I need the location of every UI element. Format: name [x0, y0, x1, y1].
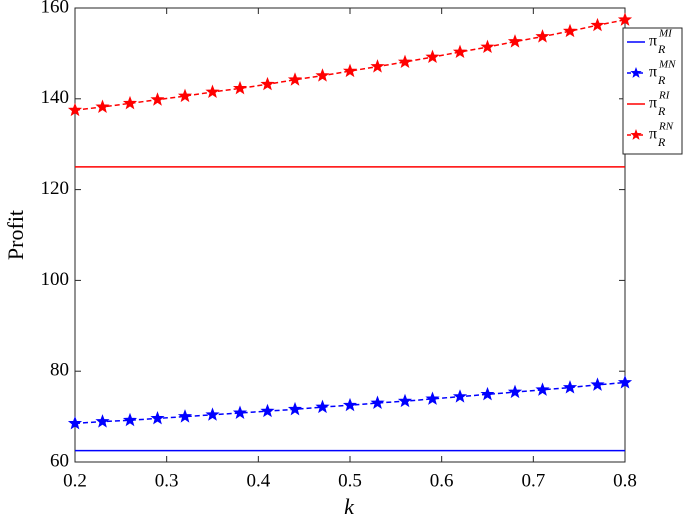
star-marker: [177, 409, 193, 423]
x-tick-label: 0.8: [613, 470, 637, 491]
star-marker: [122, 95, 138, 110]
star-marker: [617, 375, 633, 389]
x-tick-label: 0.2: [63, 470, 87, 491]
x-tick-label: 0.3: [155, 470, 179, 491]
star-marker: [370, 59, 385, 73]
star-marker: [562, 23, 578, 38]
legend-subscript: R: [657, 104, 666, 118]
star-marker: [232, 80, 248, 95]
y-tick-label: 80: [50, 360, 69, 381]
star-marker: [397, 54, 413, 69]
star-marker: [232, 405, 248, 419]
star-marker: [425, 391, 440, 405]
y-tick-label: 120: [41, 178, 70, 199]
star-marker: [287, 401, 303, 416]
legend-superscript: RN: [658, 121, 674, 133]
legend-superscript: MN: [658, 59, 676, 71]
star-marker: [342, 397, 358, 412]
star-marker: [562, 380, 578, 394]
star-marker: [507, 384, 523, 399]
x-tick-label: 0.4: [246, 470, 270, 491]
star-marker: [315, 399, 330, 414]
star-marker: [315, 68, 330, 82]
x-axis-label: k: [344, 494, 355, 519]
star-marker: [425, 49, 440, 64]
star-marker: [205, 407, 220, 421]
star-marker: [507, 34, 523, 48]
star-marker: [95, 414, 110, 428]
star-marker: [122, 412, 138, 427]
legend-label: π: [649, 126, 657, 143]
star-marker: [480, 39, 495, 54]
star-marker: [67, 415, 83, 430]
legend-box: [622, 27, 683, 155]
legend-superscript: MI: [658, 28, 673, 40]
star-marker: [205, 84, 220, 98]
plot-frame: [74, 7, 626, 463]
star-marker: [452, 389, 468, 403]
legend-subscript: R: [657, 42, 666, 56]
y-tick-label: 160: [41, 0, 70, 17]
star-marker: [342, 63, 358, 78]
star-marker: [260, 403, 275, 418]
x-tick-label: 0.7: [521, 470, 545, 491]
y-tick-label: 60: [50, 450, 69, 471]
legend-label: π: [649, 33, 657, 50]
star-marker: [617, 12, 633, 26]
star-marker: [397, 393, 413, 408]
star-marker: [177, 88, 193, 103]
star-marker: [67, 102, 83, 117]
star-marker: [535, 382, 550, 396]
x-tick-label: 0.6: [430, 470, 454, 491]
star-marker: [370, 395, 385, 409]
star-marker: [535, 29, 550, 43]
star-marker: [590, 17, 605, 32]
legend-label: π: [649, 64, 657, 81]
star-marker: [287, 72, 303, 86]
star-marker: [95, 99, 110, 113]
star-marker: [590, 377, 605, 391]
legend-label: π: [649, 95, 657, 112]
star-marker: [150, 410, 165, 425]
legend-subscript: R: [657, 73, 666, 87]
y-axis-label: Profit: [3, 210, 28, 260]
series-line: [74, 19, 626, 111]
legend-subscript: R: [657, 135, 666, 149]
star-marker: [480, 386, 495, 401]
y-tick-label: 140: [41, 87, 70, 108]
star-marker: [150, 92, 165, 106]
legend-marker: [630, 67, 642, 78]
star-marker: [260, 76, 275, 91]
y-tick-label: 100: [41, 269, 70, 290]
legend-marker: [630, 129, 642, 140]
star-marker: [452, 44, 468, 59]
x-tick-label: 0.5: [338, 470, 362, 491]
legend-superscript: RI: [658, 90, 671, 102]
